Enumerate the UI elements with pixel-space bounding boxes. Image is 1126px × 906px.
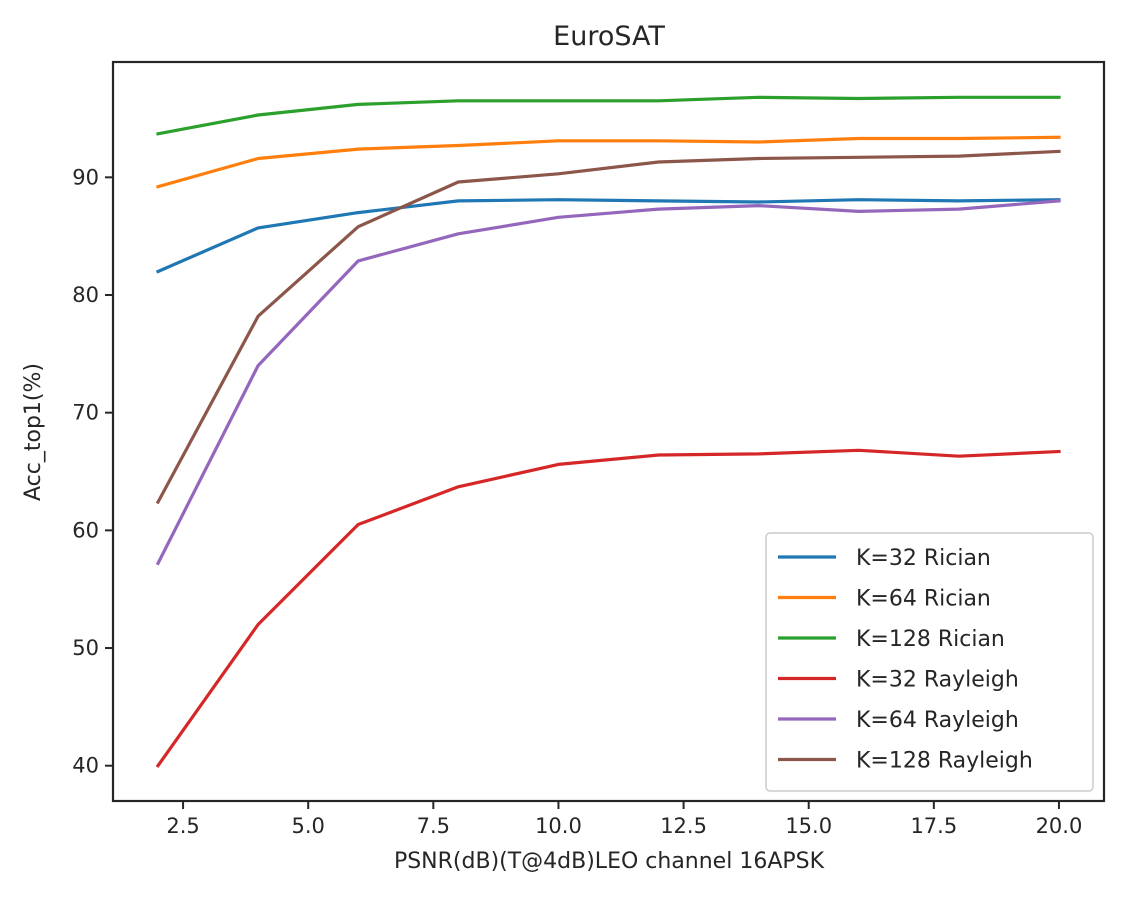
y-tick-label: 70	[72, 401, 99, 425]
legend-label: K=64 Rayleigh	[856, 708, 1019, 733]
legend-box	[765, 532, 1094, 792]
series-line-5	[155, 199, 1061, 566]
x-tick-label: 15.0	[785, 814, 832, 838]
y-tick-label: 40	[72, 754, 99, 778]
x-axis-label: PSNR(dB)(T@4dB)LEO channel 16APSK	[394, 849, 825, 874]
y-tick-label: 50	[72, 636, 99, 660]
series-line-2	[156, 135, 1061, 189]
series-line-1	[155, 198, 1061, 274]
legend-label: K=32 Rayleigh	[856, 668, 1019, 693]
series-line-3	[156, 95, 1061, 136]
x-tick-label: 10.0	[535, 814, 582, 838]
series-line-6	[155, 149, 1061, 505]
x-tick-label: 5.0	[291, 814, 324, 838]
y-axis-ticks: 40 50 60 70 80 90	[72, 165, 113, 778]
y-axis-label: Acc_top1(%)	[21, 363, 46, 501]
legend-label: K=128 Rayleigh	[856, 749, 1033, 774]
x-tick-label: 20.0	[1036, 814, 1083, 838]
legend-label: K=32 Rician	[856, 546, 991, 571]
y-tick-label: 60	[72, 518, 99, 542]
series-line-4	[155, 448, 1061, 768]
x-tick-label: 17.5	[910, 814, 957, 838]
chart-title: EuroSAT	[553, 21, 665, 52]
y-tick-label: 80	[72, 283, 99, 307]
x-tick-label: 7.5	[417, 814, 450, 838]
legend: K=32 Rician K=64 Rician K=128 Rician K=32 R…	[765, 532, 1094, 792]
legend-label: K=128 Rician	[856, 627, 1005, 652]
y-tick-label: 90	[72, 165, 99, 189]
legend-label: K=64 Rician	[856, 587, 991, 612]
x-tick-label: 12.5	[660, 814, 707, 838]
x-axis-ticks: 2.5 5.0 7.5 10.0 12.5 15.0 17.5 20.0	[166, 801, 1082, 838]
x-tick-label: 2.5	[166, 814, 199, 838]
series-lines	[155, 95, 1061, 768]
